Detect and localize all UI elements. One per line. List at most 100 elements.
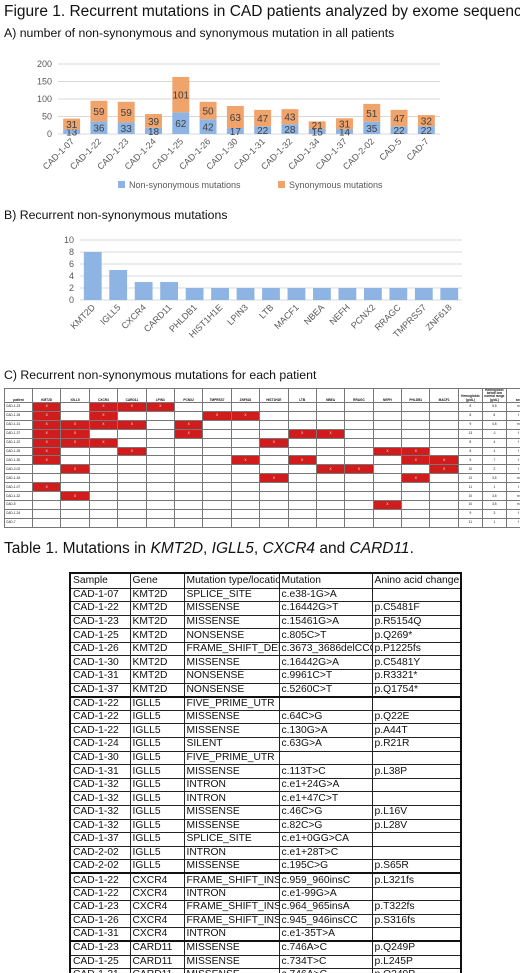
clinical-value: 9 xyxy=(457,419,483,430)
heatmap-cell xyxy=(60,500,90,511)
heatmap-cell xyxy=(401,509,431,519)
heatmap-cell xyxy=(31,464,62,475)
heatmap-cell: X xyxy=(60,491,90,502)
data-label: 51 xyxy=(366,109,378,120)
mutation-type-cell: MISSENSE xyxy=(183,655,280,671)
heatmap-cell xyxy=(401,500,431,511)
mutation-type-cell: FIVE_PRIME_UTR xyxy=(183,750,280,766)
heatmap-cell: X xyxy=(429,464,459,475)
clinical-value: f xyxy=(505,428,520,439)
data-label: 15 xyxy=(312,127,324,138)
patient-label: CAD-1-30 xyxy=(4,455,33,466)
table-row: CAD-1-32 IGLL5 INTRON c.e1+47C>T xyxy=(69,791,462,806)
mutation-cell: c.16442G>T xyxy=(278,601,373,616)
heatmap-cell xyxy=(88,464,119,475)
clinical-value: f xyxy=(505,464,520,475)
clinical-value: 8 xyxy=(457,437,483,448)
table-title-separator: , xyxy=(253,540,263,557)
heatmap-header-cell: PHLDB1 xyxy=(401,388,431,403)
heatmap-cell xyxy=(372,428,403,439)
heatmap-cell xyxy=(315,509,346,519)
bar xyxy=(134,282,153,300)
table-row: CAD-1-31CARD11MISSENSEc.746A>Cp.Q249P xyxy=(69,968,462,973)
bar xyxy=(211,288,229,300)
amino-acid-change-cell: p.Q269* xyxy=(371,628,462,643)
heatmap-cell xyxy=(259,482,289,493)
heatmap-cell xyxy=(117,428,147,439)
data-label: 28 xyxy=(284,125,296,136)
heatmap-cell xyxy=(173,446,204,457)
data-label: 31 xyxy=(66,120,78,131)
mutation-type-cell: FRAME_SHIFT_DEL xyxy=(183,641,280,657)
heatmap-cell xyxy=(429,518,459,528)
y-tick-label: 100 xyxy=(37,94,52,104)
heatmap-cell xyxy=(117,437,147,448)
table-title-suffix: . xyxy=(409,540,414,557)
amino-acid-change-cell: p.L16V xyxy=(371,805,462,820)
table-row: CAD-2-02 IGLL5 INTRON c.e1+28T>C xyxy=(69,845,462,861)
sample-cell: CAD-1-23 xyxy=(69,940,131,956)
patient-label: CAD-1-25 xyxy=(4,446,33,457)
patient-label: CAD-7 xyxy=(4,518,33,528)
heatmap-cell: X xyxy=(88,410,119,421)
data-label: 22 xyxy=(257,126,269,137)
heatmap-cell xyxy=(60,509,90,519)
mutation-type-cell: FIVE_PRIME_UTR xyxy=(183,695,280,711)
non-synonymous-bar xyxy=(336,129,353,134)
sample-cell: CAD-1-25 xyxy=(69,628,131,643)
heatmap-cell xyxy=(145,464,175,475)
table-row: CAD-1-22 IGLL5 FIVE_PRIME_UTR xyxy=(69,695,462,711)
heatmap-cell xyxy=(287,401,317,412)
heatmap-cell xyxy=(145,518,175,528)
clinical-value: m xyxy=(505,473,520,484)
y-tick-label: 4 xyxy=(69,271,74,281)
heatmap-cell: X xyxy=(31,446,62,457)
heatmap-cell xyxy=(344,455,374,466)
mutation-type-cell: INTRON xyxy=(183,886,280,902)
clinical-value: 10 xyxy=(457,464,483,475)
table-row: CAD-1-22 IGLL5 MISSENSE c.130G>A p.A44T xyxy=(69,723,462,739)
heatmap-cell xyxy=(230,500,261,511)
synonymous-bar xyxy=(363,103,381,122)
bar xyxy=(338,288,357,300)
legend-swatch xyxy=(118,181,125,188)
heatmap-cell xyxy=(401,428,431,439)
y-tick-label: 2 xyxy=(69,283,74,293)
column-header: Sample xyxy=(69,572,131,589)
legend-swatch xyxy=(278,181,285,188)
bar xyxy=(313,288,331,300)
mutation-type-cell: MISSENSE xyxy=(183,614,280,630)
mutation-type-cell: MISSENSE xyxy=(183,601,280,616)
gene-cell: CXCR4 xyxy=(129,886,185,902)
heatmap-cell xyxy=(145,500,175,511)
gene-cell: IGLL5 xyxy=(129,723,185,739)
heatmap-cell: X xyxy=(401,455,431,466)
heatmap-cell xyxy=(88,500,119,511)
heatmap-header-cell: PCNX2 xyxy=(173,388,204,403)
heatmap-cell xyxy=(315,518,346,528)
synonymous-bar xyxy=(90,100,108,122)
column-header: Mutation xyxy=(278,572,373,589)
heatmap-cell xyxy=(401,491,431,502)
heatmap-cell xyxy=(287,419,317,430)
heatmap-cell xyxy=(173,518,204,528)
heatmap-cell xyxy=(401,518,431,528)
synonymous-bar xyxy=(117,101,135,123)
heatmap-cell xyxy=(259,518,289,528)
heatmap-cell xyxy=(145,446,175,457)
data-label: 17 xyxy=(230,127,242,138)
x-tick-label: CAD-7 xyxy=(405,136,431,162)
amino-acid-change-cell: p.L245P xyxy=(371,954,462,970)
sample-cell: CAD-1-22 xyxy=(69,601,131,616)
data-label: 47 xyxy=(394,114,406,125)
heatmap-cell xyxy=(31,491,62,502)
table-row: CAD-1-22 CXCR4 INTRON c.e1-99G>A xyxy=(69,886,462,902)
heatmap-cell xyxy=(372,482,403,493)
mutation-type-cell: MISSENSE xyxy=(183,805,280,820)
data-label: 31 xyxy=(339,120,351,131)
patient-label: CAD-1-26 xyxy=(4,410,33,421)
heatmap-cell xyxy=(372,491,403,502)
heatmap-cell xyxy=(287,464,317,475)
heatmap-cell xyxy=(230,446,261,457)
bar xyxy=(160,282,179,300)
